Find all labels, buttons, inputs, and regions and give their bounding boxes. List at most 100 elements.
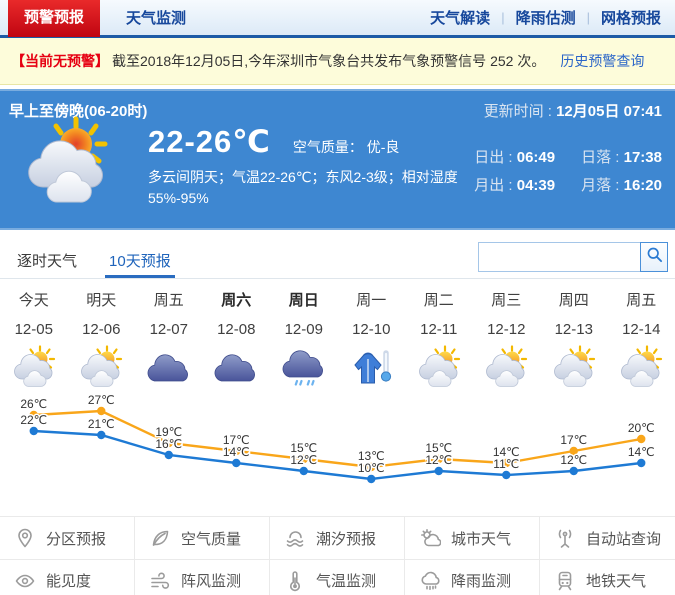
high-temp-point: [97, 406, 106, 416]
low-temp-point: [97, 430, 106, 440]
temp-range: 22-26℃: [148, 124, 271, 159]
low-temp-label: 12℃: [290, 453, 317, 467]
partly-cloudy-icon: [473, 343, 541, 389]
cloudy-icon: [203, 343, 271, 389]
search-button[interactable]: [640, 242, 668, 272]
nav-separator: |: [586, 10, 590, 25]
partly-cloudy-icon: [405, 343, 473, 389]
rain-icon: [270, 343, 338, 389]
sunset-value: 17:38: [623, 149, 662, 166]
update-time-value: 12月05日 07:41: [556, 103, 662, 120]
nav-link-1[interactable]: 天气解读: [430, 10, 491, 27]
low-temp-point: [569, 466, 578, 476]
low-temp-point: [29, 426, 38, 436]
alert-text: 截至2018年12月05日,今年深圳市气象台共发布气象预警信号 252 次。: [112, 53, 546, 69]
high-temp-point: [232, 446, 241, 456]
forecast-day-12-08: 周六 12-08: [203, 289, 271, 389]
nav-link-2[interactable]: 降雨估测: [515, 10, 576, 27]
nav-link-3[interactable]: 网格预报: [600, 10, 661, 27]
low-temp-label: 12℃: [425, 453, 452, 467]
high-temp-label: 14℃: [493, 445, 520, 459]
tab-ten-day-forecast[interactable]: 10天预报: [105, 241, 175, 278]
nav-right-links: 天气解读 | 降雨估测 | 网格预报: [430, 7, 675, 28]
low-temp-label: 11℃: [493, 457, 519, 471]
temperature-chart: 26℃ 27℃19℃17℃15℃13℃15℃ 14℃17℃20℃22℃ 21℃16℃1…: [19, 392, 656, 484]
cloudy-icon: [135, 343, 203, 389]
day-name: 周一: [356, 292, 387, 309]
update-time-label: 更新时间 :: [483, 103, 552, 120]
search-input[interactable]: [478, 242, 640, 272]
sun-moon-times: 日出 : 06:49 日落 : 17:38 月出 : 04:39 月落 : 16…: [474, 146, 662, 195]
alert-bar: 【当前无预警】 截至2018年12月05日,今年深圳市气象台共发布气象预警信号 …: [0, 38, 675, 85]
day-date: 12-09: [284, 321, 323, 338]
search-box: [478, 242, 668, 272]
high-temp-label: 15℃: [290, 441, 317, 455]
day-name: 周二: [423, 292, 454, 309]
history-warning-link[interactable]: 历史预警查询: [560, 53, 645, 69]
high-temp-line: [33, 409, 642, 469]
map-pin-icon: [14, 527, 36, 549]
high-temp-point: [502, 458, 511, 468]
forecast-day-12-11: 周二 12-11: [405, 289, 473, 389]
moonrise: 月出 : 04:39: [474, 174, 555, 195]
quick-link-rain-monitor[interactable]: 降雨监测: [405, 559, 540, 595]
quick-link-label: 自动站查询: [586, 530, 662, 548]
station-icon: [554, 527, 576, 549]
city-weather-icon: [419, 527, 441, 549]
forecast-period: 早上至傍晚(06-20时): [9, 103, 148, 120]
gust-icon: [149, 570, 171, 592]
quick-links-grid: 分区预报 空气质量 潮汐预报 城市天气 自动站查询能见度 阵风监测 气温监测 降雨监测 地铁天气: [0, 516, 675, 595]
search-icon: [646, 246, 663, 268]
low-temp-line: [33, 429, 642, 481]
temperature-chart-wrap: 26℃ 27℃ 19℃ 17℃ 15℃ 13℃ 15℃ 14℃ 17℃ 20℃ 22℃ 21℃ 16℃ 1…: [0, 391, 675, 508]
partly-cloudy-large-icon: [20, 115, 124, 214]
day-date: 12-06: [82, 321, 121, 338]
forecast-day-12-07: 周五 12-07: [135, 289, 203, 389]
low-temp-point: [299, 466, 308, 476]
tabs-row: 逐时天气 10天预报: [0, 241, 675, 279]
air-quality-label: 空气质量：: [292, 139, 363, 155]
partly-cloudy-icon: [608, 343, 675, 389]
day-date: 12-14: [622, 321, 661, 338]
high-temp-label: 17℃: [223, 433, 250, 447]
high-temp-label: 26℃: [20, 397, 47, 411]
tab-weather-monitor[interactable]: 天气监测: [126, 10, 187, 27]
high-temp-point: [29, 410, 38, 420]
high-temp-label: 20℃: [628, 421, 655, 435]
forecast-days-row: 今天 12-05 明天 12-06 周五 12-07 周六 12-08 周日 12-09 周一 12-…: [0, 289, 675, 389]
quick-link-leaf[interactable]: 空气质量: [135, 517, 270, 559]
partly-cloudy-icon: [540, 343, 608, 389]
quick-link-metro[interactable]: 地铁天气: [540, 559, 675, 595]
moonrise-value: 04:39: [516, 177, 556, 194]
day-name: 周六: [221, 292, 252, 309]
quick-link-station[interactable]: 自动站查询: [540, 517, 675, 559]
quick-link-tide[interactable]: 潮汐预报: [270, 517, 405, 559]
quick-link-city-weather[interactable]: 城市天气: [405, 517, 540, 559]
air-quality-value: 优-良: [366, 139, 400, 155]
moonrise-label: 月出 :: [474, 177, 513, 194]
top-nav: 预警预报 天气监测 天气解读 | 降雨估测 | 网格预报: [0, 0, 675, 38]
air-quality: 空气质量： 优-良: [293, 137, 400, 157]
tab-warning-forecast[interactable]: 预警预报: [8, 0, 100, 37]
forecast-day-12-09: 周日 12-09: [270, 289, 338, 389]
weather-description: 多云间阴天；气温22-26℃；东风2-3级；相对湿度55%-95%: [148, 169, 458, 206]
sunset-label: 日落 :: [581, 149, 620, 166]
low-temp-label: 21℃: [88, 417, 115, 431]
day-name: 周五: [626, 292, 657, 309]
update-time: 更新时间 : 12月05日 07:41: [484, 100, 662, 121]
quick-link-map-pin[interactable]: 分区预报: [0, 517, 135, 559]
high-temp-point: [367, 462, 376, 472]
quick-link-eye[interactable]: 能见度: [0, 559, 135, 595]
quick-link-label: 能见度: [46, 573, 92, 590]
quick-link-label: 城市天气: [451, 530, 512, 548]
high-temp-label: 27℃: [88, 393, 115, 407]
forecast-day-12-10: 周一 12-10: [338, 289, 406, 389]
quick-link-thermometer[interactable]: 气温监测: [270, 559, 405, 595]
tab-hourly-weather[interactable]: 逐时天气: [17, 253, 78, 270]
quick-link-label: 潮汐预报: [316, 530, 377, 548]
day-name: 周三: [491, 292, 522, 309]
quick-link-gust[interactable]: 阵风监测: [135, 559, 270, 595]
no-warning-badge: 【当前无预警】: [11, 53, 109, 69]
high-temp-point: [434, 454, 443, 464]
thermometer-icon: [284, 570, 306, 592]
